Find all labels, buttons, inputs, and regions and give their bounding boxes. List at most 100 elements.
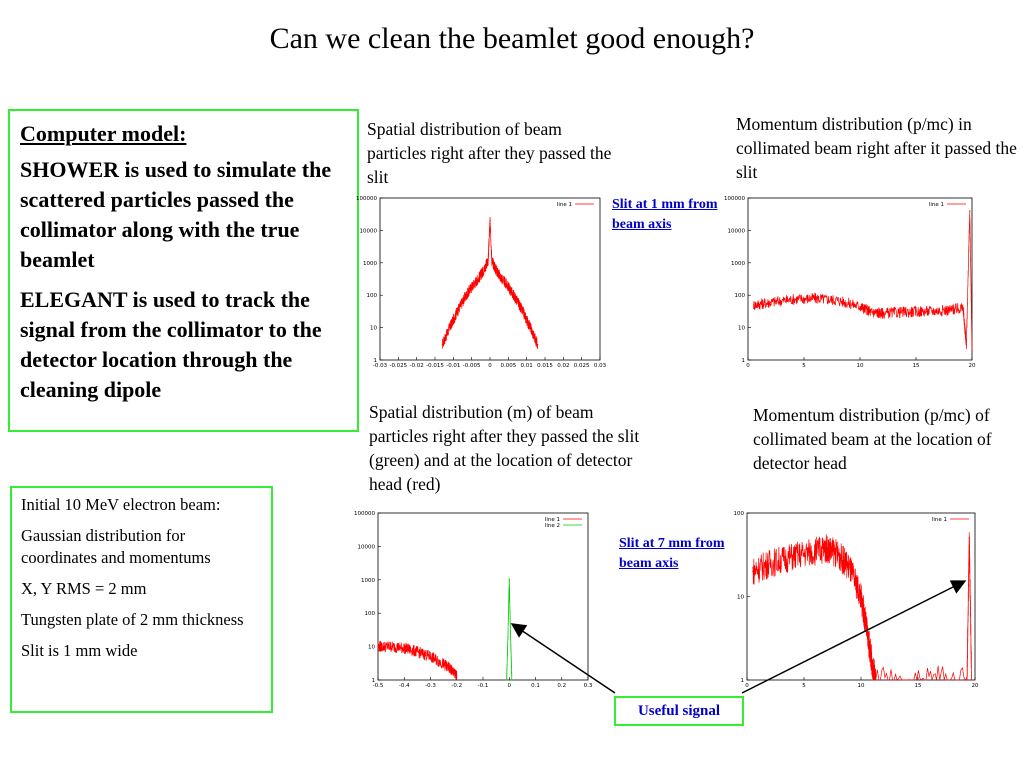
data-point xyxy=(429,656,432,658)
y-tick-label: 1 xyxy=(374,358,378,364)
x-tick-label: 10 xyxy=(858,683,865,689)
x-tick-label: 10 xyxy=(857,363,864,369)
data-point xyxy=(507,286,509,288)
x-tick-label: -0.1 xyxy=(478,683,489,689)
x-tick-label: 0.2 xyxy=(557,683,566,689)
arrow-to-momentum-peak xyxy=(741,580,967,694)
data-point xyxy=(483,268,486,270)
x-tick-label: 0.03 xyxy=(594,363,607,369)
x-tick-label: -0.015 xyxy=(426,363,444,369)
slit-1mm-link[interactable]: Slit at 1 mm from beam axis xyxy=(612,197,718,232)
data-point xyxy=(494,268,497,270)
data-point xyxy=(904,311,906,313)
y-tick-label: 10000 xyxy=(728,228,746,234)
data-point xyxy=(507,635,509,638)
model-shower-text: SHOWER is used to simulate the scattered… xyxy=(20,157,332,272)
slit-7mm-link[interactable]: Slit at 7 mm from beam axis xyxy=(619,536,725,571)
data-point xyxy=(456,675,458,677)
arrow-to-green-peak xyxy=(510,623,616,694)
x-tick-label: 20 xyxy=(972,683,979,689)
data-point xyxy=(814,550,816,552)
y-tick-label: 1000 xyxy=(731,261,745,267)
data-point xyxy=(769,301,771,303)
data-point xyxy=(871,664,873,666)
x-tick-label: -0.03 xyxy=(373,363,388,369)
y-tick-label: 10 xyxy=(370,326,377,332)
data-point xyxy=(970,679,973,681)
data-point xyxy=(416,651,418,653)
beam-param-5: Slit is 1 mm wide xyxy=(21,641,138,660)
x-tick-label: 0.01 xyxy=(521,363,533,369)
y-tick-label: 100 xyxy=(365,611,376,617)
data-point xyxy=(500,276,502,279)
x-tick-label: -0.01 xyxy=(446,363,460,369)
data-point xyxy=(537,343,539,346)
series-line xyxy=(752,532,972,681)
data-point xyxy=(837,299,839,301)
beam-param-4: Tungsten plate of 2 mm thickness xyxy=(21,610,244,629)
series-line xyxy=(753,210,973,351)
page-title: Can we clean the beamlet good enough? xyxy=(269,22,755,55)
y-tick-label: 100 xyxy=(735,293,746,299)
x-tick-label: -0.005 xyxy=(463,363,481,369)
chart-spatial-detector: -0.5 -0.4 -0.3 -0.2 -0.1 0 0.1 0.2 0.3 1 10 100 1000… xyxy=(354,511,593,689)
beam-parameters-box: Initial 10 MeV electron beam: Gaussian d… xyxy=(10,486,273,713)
y-tick-label: 100000 xyxy=(354,511,375,517)
series-1 xyxy=(753,210,973,351)
data-point xyxy=(837,553,839,555)
data-point xyxy=(859,305,861,308)
data-point xyxy=(769,562,771,564)
data-point xyxy=(968,537,970,539)
data-point xyxy=(463,297,465,299)
y-tick-label: 100000 xyxy=(356,196,377,202)
data-point xyxy=(875,679,877,681)
useful-signal-label: Useful signal xyxy=(614,696,744,726)
data-point xyxy=(752,570,754,572)
data-point xyxy=(826,547,828,549)
x-tick-label: 0.025 xyxy=(574,363,590,369)
data-point xyxy=(849,567,851,569)
x-tick-label: -0.02 xyxy=(410,363,424,369)
x-tick-label: 0 xyxy=(745,683,749,689)
series-1 xyxy=(441,216,539,349)
x-tick-label: 0 xyxy=(746,363,750,369)
x-tick-label: -0.5 xyxy=(373,683,384,689)
data-point xyxy=(969,210,971,212)
computer-model-box: Computer model: SHOWER is used to simula… xyxy=(8,109,359,432)
x-tick-label: -0.4 xyxy=(399,683,410,689)
data-point xyxy=(506,679,508,681)
x-tick-label: 0.1 xyxy=(531,683,540,689)
caption-momentum-slit: Momentum distribution (p/mc) in collimat… xyxy=(736,114,1017,182)
caption-momentum-detector: Momentum distribution (p/mc) of collimat… xyxy=(753,405,992,473)
data-point xyxy=(792,298,794,300)
data-point xyxy=(962,307,964,309)
data-point xyxy=(471,286,473,288)
caption-spatial-detector: Spatial distribution (m) of beam particl… xyxy=(369,402,640,494)
data-point xyxy=(377,646,379,648)
y-tick-label: 1 xyxy=(372,678,376,684)
data-point xyxy=(966,679,968,681)
x-tick-label: -0.2 xyxy=(451,683,462,689)
y-tick-label: 1 xyxy=(741,678,745,684)
y-tick-label: 1000 xyxy=(361,578,375,584)
chart-momentum-slit: 0 5 10 15 20 1 10 100 1000 10000 100000 line 1 xyxy=(724,196,976,369)
data-point xyxy=(753,304,755,306)
data-point xyxy=(515,297,517,299)
data-point xyxy=(792,556,794,558)
legend-label: line 1 xyxy=(545,517,560,523)
data-point xyxy=(449,327,451,329)
series-line xyxy=(506,578,513,681)
y-tick-label: 1 xyxy=(742,358,746,364)
data-point xyxy=(390,646,392,648)
model-elegant-text: ELEGANT is used to track the signal from… xyxy=(20,287,322,402)
x-tick-label: 0.3 xyxy=(584,683,593,689)
data-point xyxy=(965,343,967,346)
legend-label: line 2 xyxy=(545,523,560,529)
x-tick-label: 0.015 xyxy=(537,363,553,369)
data-point xyxy=(860,595,862,598)
data-point xyxy=(529,327,531,329)
data-point xyxy=(456,311,458,313)
data-point xyxy=(443,663,445,665)
series-1 xyxy=(377,641,458,681)
